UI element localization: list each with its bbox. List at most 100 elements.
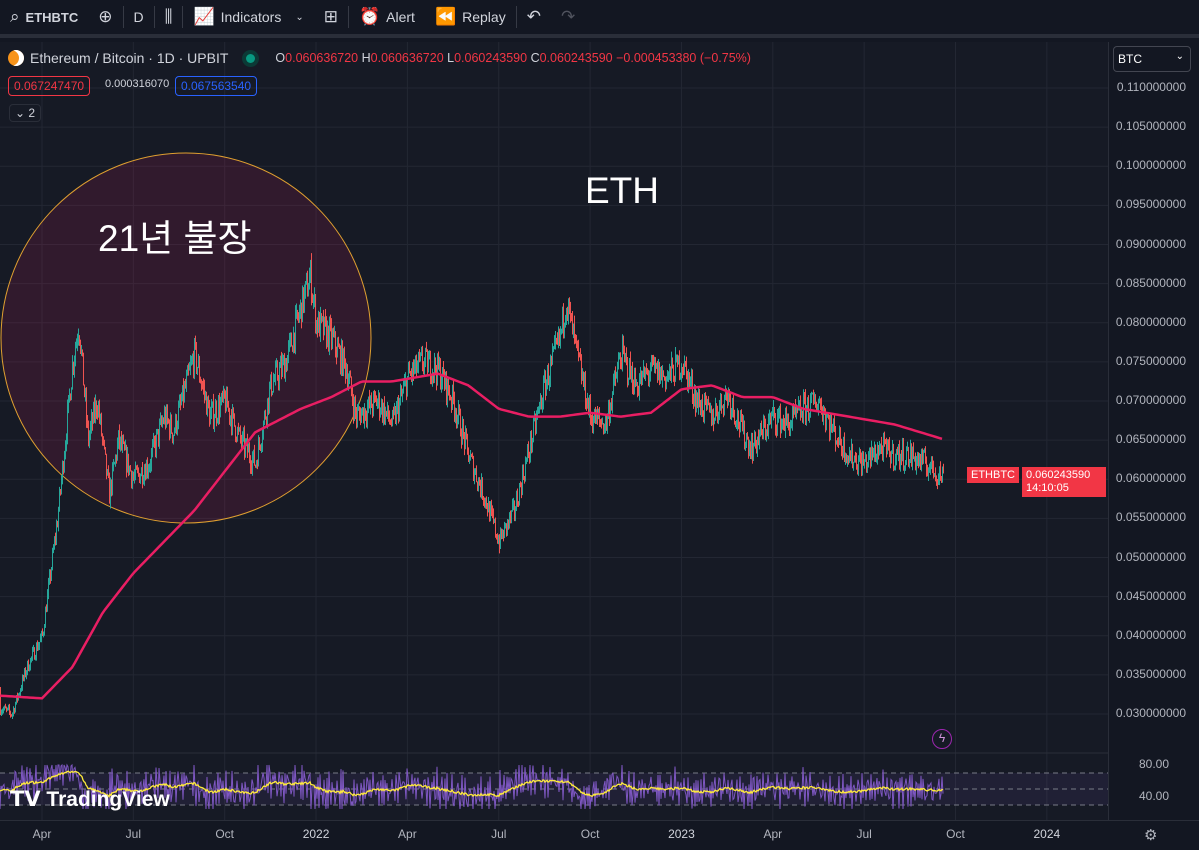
candle-body [463, 423, 464, 433]
candle-body [234, 413, 235, 426]
candle-body [23, 676, 24, 679]
compare-button[interactable]: ⊕ [88, 2, 122, 32]
moving-average-line[interactable] [0, 372, 943, 700]
candle-body [422, 353, 423, 367]
candle-body [536, 417, 537, 429]
candle-body [461, 435, 462, 443]
candle-body [529, 455, 530, 457]
candle-body [718, 416, 719, 419]
candle-body [13, 708, 14, 714]
candle-body [646, 370, 647, 372]
ethereum-logo-icon [8, 50, 24, 66]
candle-body [3, 709, 4, 712]
candle-body [141, 468, 142, 476]
candle-body [64, 456, 65, 471]
candle-body [908, 447, 909, 466]
undo-button[interactable]: ↶ [517, 2, 551, 32]
currency-select[interactable]: BTC ⌄ [1113, 46, 1191, 72]
candle-body [833, 421, 834, 427]
candle-body [605, 417, 606, 428]
candle-body [652, 357, 653, 359]
indicators-button[interactable]: 📈 Indicators ⌄ [183, 2, 313, 32]
candle-body [396, 406, 397, 423]
collapse-indicators-button[interactable]: ⌄ 2 [9, 104, 42, 122]
candle-body [307, 277, 308, 296]
alert-button[interactable]: ⏰ Alert [349, 2, 425, 32]
candle-body [272, 391, 273, 394]
candle-body [869, 449, 870, 453]
candle-body [233, 409, 234, 414]
candle-body [538, 407, 539, 412]
candle-body [915, 456, 916, 468]
circle-annotation[interactable] [0, 152, 372, 524]
candle-body [108, 470, 109, 477]
candle-body [383, 403, 384, 419]
candle-body [154, 438, 155, 442]
replay-button[interactable]: ⏪ Replay [425, 2, 516, 32]
candle-body [316, 321, 317, 329]
candle-body [164, 411, 165, 423]
symbol-label: ETHBTC [25, 9, 79, 25]
eth-annotation-text[interactable]: ETH [585, 170, 659, 211]
candle-body [544, 377, 545, 380]
candle-body [245, 442, 246, 453]
buy-price-button[interactable]: 0.067563540 [175, 76, 258, 96]
candle-body [171, 417, 172, 433]
candle-body [656, 363, 657, 368]
candle-body [941, 477, 942, 482]
time-axis[interactable]: Apr Jul Oct 2022 Apr Jul Oct 2023 Apr Jul Oct 2024 … [0, 820, 1199, 850]
price-chart[interactable]: Ethereum / Bitcoin · 1D · UPBIT O0.06063… [0, 42, 1108, 820]
sell-price-button[interactable]: 0.067247470 [8, 76, 91, 96]
candle-body [327, 326, 328, 345]
candle-body [888, 439, 889, 445]
candle-body [264, 412, 265, 422]
chart-type-button[interactable]: ⫼ [155, 2, 183, 32]
candle-body [218, 400, 219, 421]
candle-body [387, 405, 388, 414]
candle-body [639, 381, 640, 394]
candle-body [357, 410, 358, 422]
collapsed-count: 2 [28, 106, 36, 120]
candle-body [838, 443, 839, 445]
candle-body [905, 461, 906, 466]
candle-body [318, 314, 319, 332]
candle-body [390, 421, 391, 425]
candle-body [754, 431, 755, 446]
candle-body [657, 363, 658, 380]
candle-body [672, 359, 673, 368]
ohlc-values: O0.060636720 H0.060636720 L0.060243590 C… [275, 51, 751, 65]
circle-annotation-text[interactable]: 21년 불장 [98, 218, 252, 259]
candle-body [922, 452, 923, 463]
candle-body [226, 390, 227, 411]
price-axis[interactable]: BTC ⌄ 0.110000000 0.105000000 0.100000000 0.… [1108, 42, 1199, 820]
settings-gear-icon[interactable]: ⚙ [1144, 827, 1158, 844]
chart-canvas[interactable] [0, 42, 1108, 820]
candle-body [434, 359, 435, 376]
candle-body [503, 531, 504, 539]
candle-body [80, 340, 81, 352]
candle-body [924, 451, 925, 453]
candle-body [524, 477, 525, 480]
redo-button[interactable]: ↷ [551, 2, 585, 32]
candle-body [424, 359, 425, 369]
candle-body [189, 367, 190, 371]
candle-body [321, 313, 322, 318]
candle-body [651, 357, 652, 371]
candle-body [473, 457, 474, 480]
candle-body [642, 371, 643, 384]
candle-body [425, 349, 426, 360]
interval-button[interactable]: D [124, 2, 154, 32]
candle-body [310, 262, 311, 277]
time-tick-label: Apr [763, 827, 783, 841]
candle-body [360, 413, 361, 423]
candle-body [593, 422, 594, 429]
candle-body [787, 415, 788, 421]
symbol-search[interactable]: ⌕ ETHBTC [0, 2, 88, 32]
candle-body [664, 376, 665, 378]
candle-body [631, 368, 632, 377]
candle-body [708, 400, 709, 405]
candle-body [694, 392, 695, 402]
candle-body [127, 453, 128, 471]
layouts-button[interactable]: ⊞ [314, 2, 348, 32]
lightning-icon[interactable]: ϟ [932, 729, 952, 749]
